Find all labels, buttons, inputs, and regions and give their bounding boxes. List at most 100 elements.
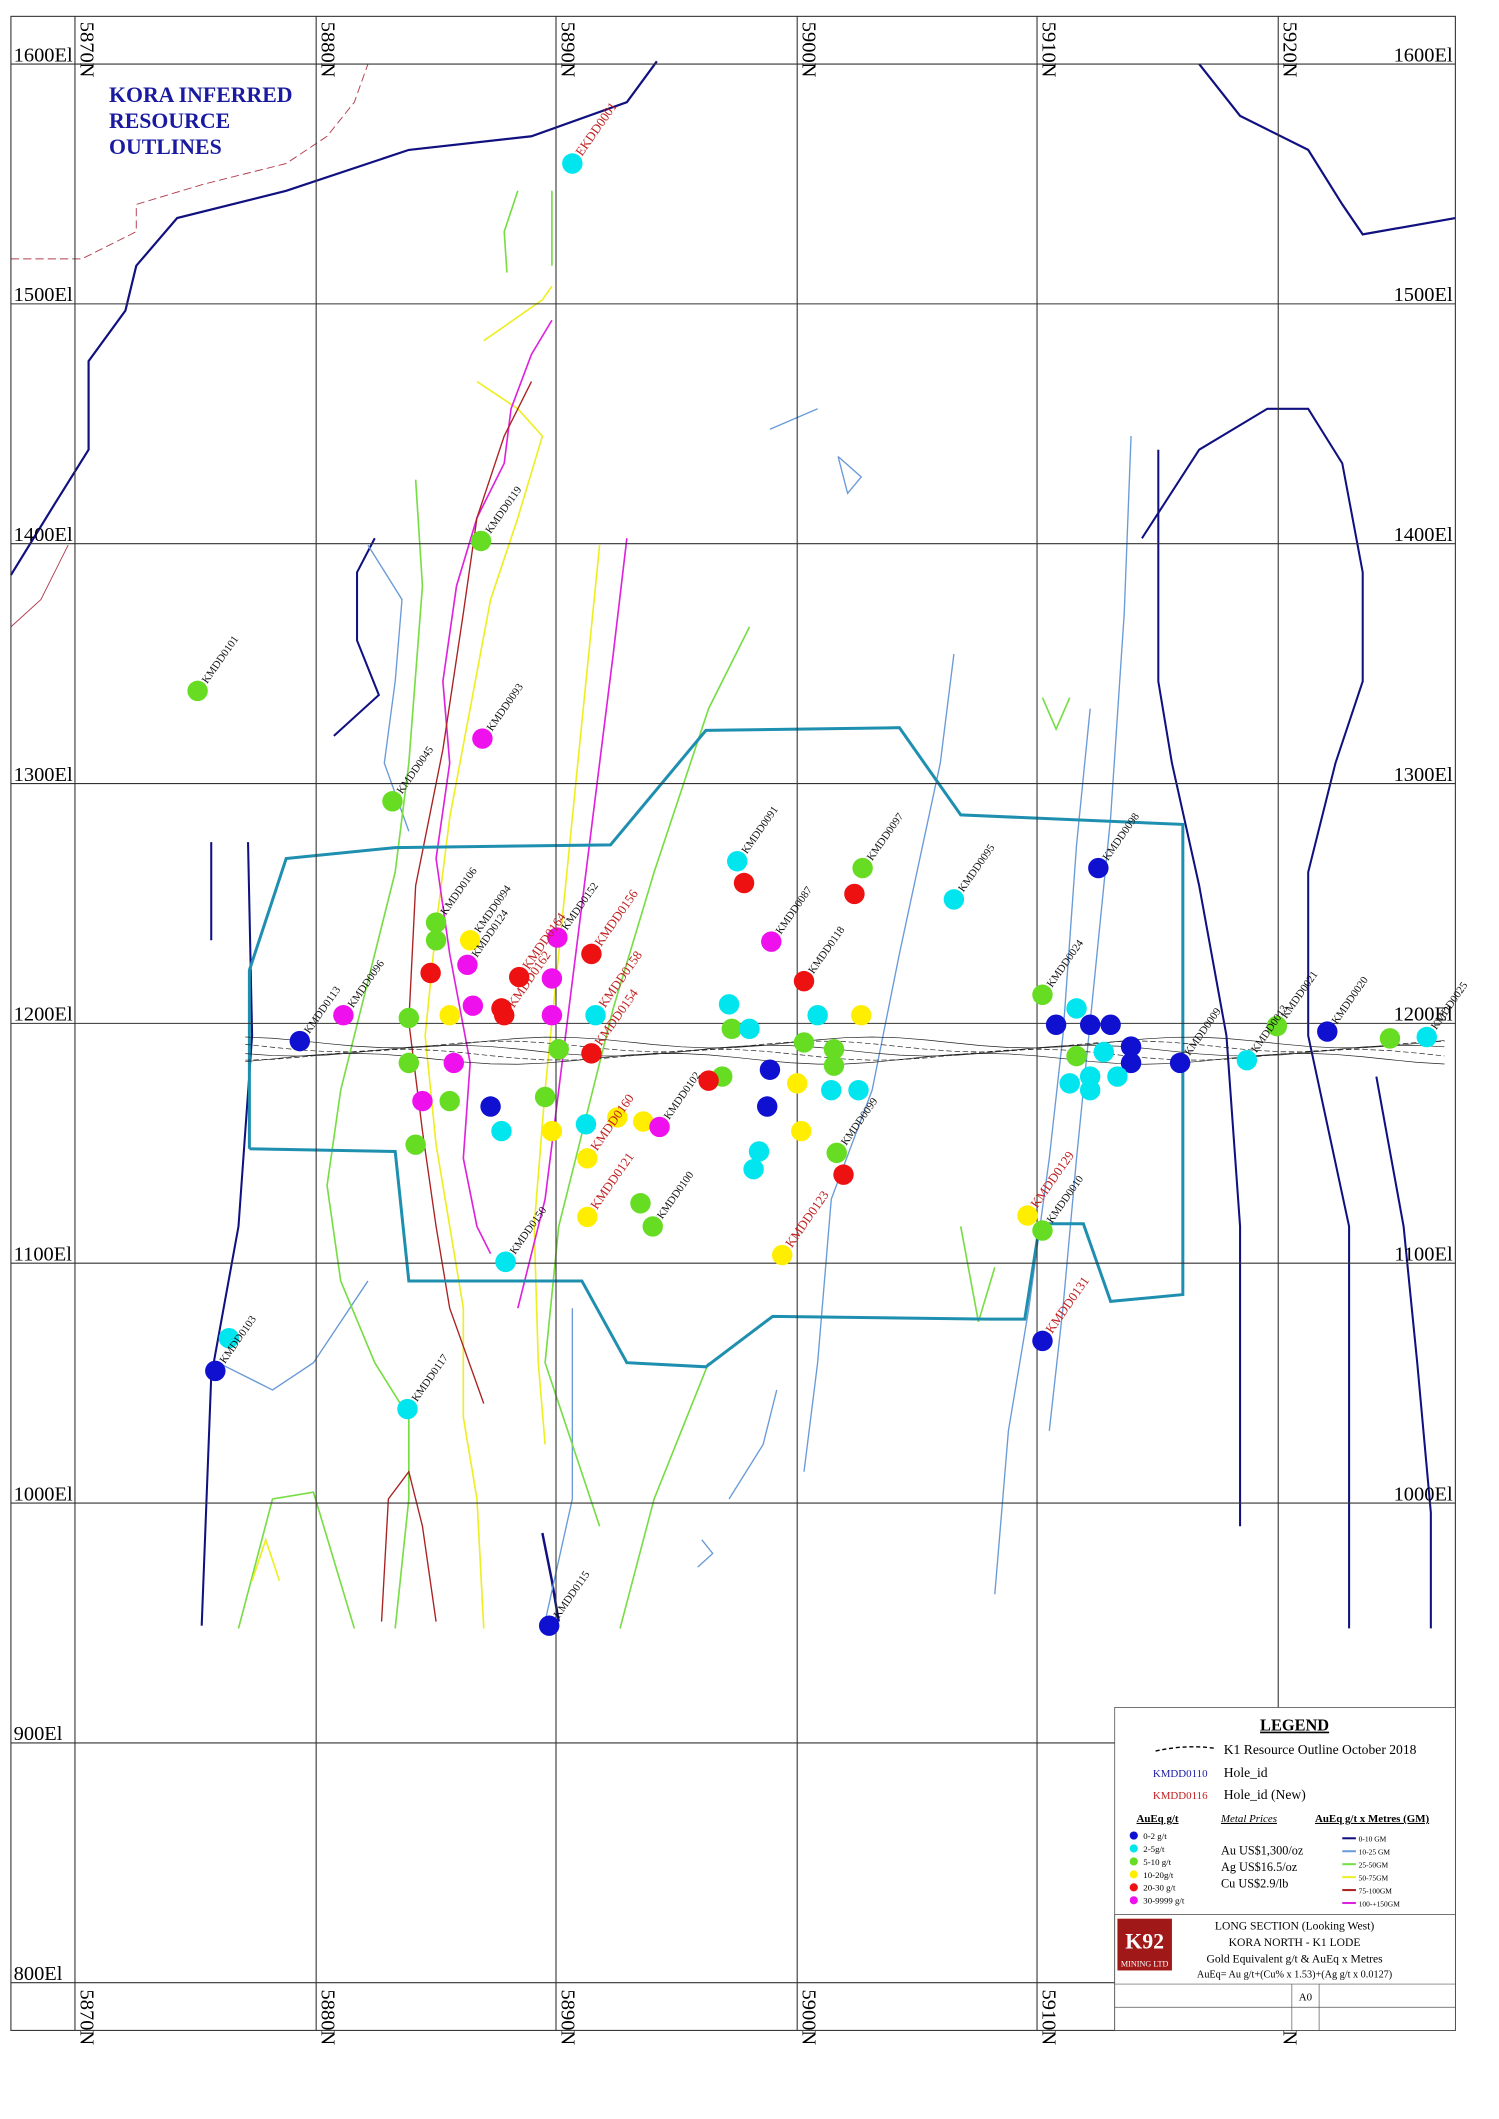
sample-dot	[718, 994, 740, 1015]
k1-outline	[245, 1040, 1445, 1053]
hole-dot	[577, 1148, 598, 1169]
elevation-label: 1400El	[14, 524, 73, 546]
sample-dot	[698, 1070, 719, 1091]
sample-dot	[218, 1327, 240, 1349]
elevation-label: 1100El	[1394, 1243, 1453, 1265]
contour	[619, 1362, 710, 1629]
sample-dot	[534, 1086, 556, 1108]
sample-dot	[412, 1090, 433, 1112]
northing-label: 5910N	[1037, 1990, 1059, 2046]
hole-dot	[495, 1251, 516, 1273]
lease-line	[10, 544, 69, 628]
sample-dot	[786, 1073, 808, 1094]
hole-dot	[642, 1216, 663, 1237]
contour	[959, 1226, 996, 1323]
sample-dot	[821, 1079, 842, 1101]
sample-dot	[1066, 998, 1087, 1019]
hole-dot	[425, 912, 447, 933]
elevation-label: 1600El	[14, 44, 73, 66]
sample-dot	[844, 883, 865, 905]
sample-dot	[548, 1039, 569, 1060]
contour	[517, 538, 628, 1309]
sample-dot	[398, 1007, 420, 1029]
hole-dot	[459, 930, 481, 951]
hole-dot	[727, 851, 748, 872]
sample-dot	[1079, 1014, 1101, 1035]
elevation-label: 1200El	[1394, 1004, 1453, 1026]
contour	[769, 408, 818, 430]
sample-dot	[541, 968, 563, 989]
northing-label: 5870N	[75, 1990, 97, 2046]
hole-dot	[562, 153, 583, 174]
sample-dot	[607, 1107, 628, 1128]
contour	[1141, 407, 1364, 1629]
sample-dot	[748, 1141, 770, 1162]
contour	[237, 1491, 356, 1629]
contour	[728, 1389, 778, 1500]
northing-label: 5920N	[1279, 22, 1301, 78]
logo-text: K92	[1125, 1930, 1164, 1954]
elevation-label: 1300El	[14, 764, 73, 786]
northing-label: 5890N	[556, 1990, 578, 2046]
legend-swatch	[1129, 1883, 1138, 1892]
northing-label: 5890N	[556, 22, 578, 78]
legend-text: Cu US$2.9/lb	[1221, 1876, 1288, 1890]
northing-label: 5900N	[798, 22, 820, 78]
contour	[503, 190, 519, 273]
contour	[837, 455, 863, 495]
hole-dot	[382, 791, 403, 812]
title-block-line: Gold Equivalent g/t & AuEq x Metres	[1206, 1952, 1383, 1965]
sample-dot	[1107, 1066, 1128, 1087]
hole-dot	[1416, 1026, 1437, 1048]
sample-dot	[1093, 1041, 1115, 1063]
sample-dot	[1079, 1079, 1101, 1101]
hole-dot	[585, 1004, 606, 1026]
contour	[697, 1539, 714, 1568]
sample-dot	[439, 1004, 460, 1026]
sample-dot	[791, 1120, 812, 1142]
legend-swatch	[1129, 1896, 1138, 1905]
sample-dot	[848, 1079, 869, 1101]
legend-text: 75-100GM	[1359, 1886, 1393, 1895]
legend-text: 100-+150GM	[1359, 1899, 1401, 1908]
sample-dot	[721, 1018, 743, 1040]
sample-dot	[1120, 1036, 1142, 1057]
legend-text: K1 Resource Outline October 2018	[1224, 1742, 1417, 1757]
sample-dot	[405, 1134, 426, 1155]
sample-dot	[425, 930, 447, 951]
contour	[251, 1537, 281, 1581]
sample-dot	[823, 1039, 845, 1060]
elevation-label: 1400El	[1394, 524, 1453, 546]
legend-outline-swatch	[1155, 1746, 1216, 1752]
hole-dot	[1317, 1021, 1338, 1042]
sample-dot	[793, 1032, 815, 1053]
legend-text: 10-20g/t	[1143, 1870, 1174, 1880]
hole-dot	[333, 1004, 354, 1026]
hole-dot	[1169, 1052, 1191, 1074]
logo	[1117, 1918, 1172, 1971]
contour	[544, 1308, 574, 1622]
elevation-label: 1300El	[1394, 764, 1453, 786]
sample-dot	[630, 1193, 651, 1214]
elevation-label: 1000El	[14, 1483, 73, 1505]
title-line: RESOURCE	[109, 109, 230, 133]
title-line: KORA INFERRED	[109, 83, 292, 107]
legend-text: Ag US$16.5/oz	[1221, 1860, 1298, 1874]
legend-sample: KMDD0116	[1153, 1790, 1208, 1802]
hole-dot	[581, 1043, 602, 1064]
hole-dot	[470, 530, 492, 552]
hole-dot	[493, 1004, 515, 1026]
sample-dot	[1100, 1014, 1121, 1035]
elevation-label: 1500El	[14, 284, 73, 306]
northing-label: 5900N	[798, 1990, 820, 2046]
sample-dot	[759, 1059, 781, 1080]
legend-text: 10-25 GM	[1359, 1848, 1391, 1857]
legend-text: 20-30 g/t	[1143, 1883, 1176, 1893]
hole-dot	[205, 1360, 226, 1382]
logo-text: MINING LTD	[1121, 1959, 1169, 1968]
northing-label: 5880N	[317, 22, 339, 78]
hole-dot	[1032, 1220, 1053, 1241]
